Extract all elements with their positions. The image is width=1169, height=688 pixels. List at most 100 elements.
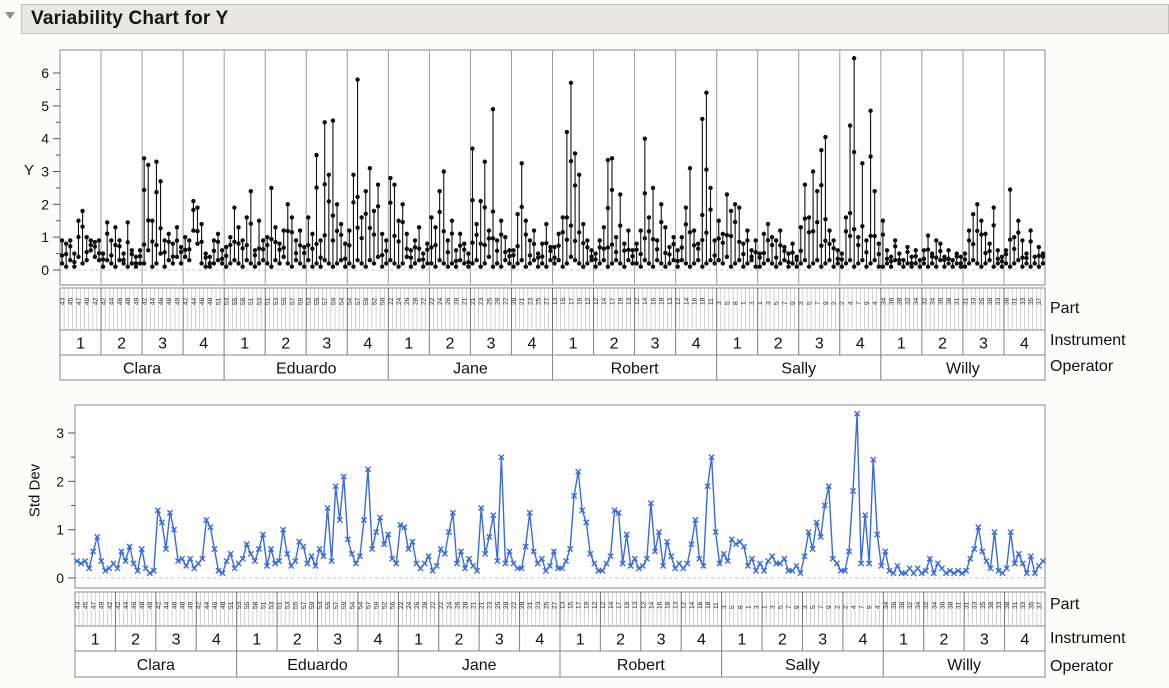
y-point[interactable] [314, 185, 319, 190]
y-point[interactable] [400, 202, 405, 207]
std-dev-point[interactable] [445, 528, 452, 536]
y-point[interactable] [782, 257, 787, 263]
y-point[interactable] [141, 156, 147, 161]
y-point[interactable] [671, 257, 676, 263]
std-dev-point[interactable] [457, 548, 465, 555]
y-point[interactable] [490, 264, 496, 269]
y-point[interactable] [351, 172, 356, 177]
y-point[interactable] [404, 246, 410, 252]
std-dev-point[interactable] [894, 562, 901, 570]
std-dev-point[interactable] [781, 555, 788, 562]
y-point[interactable] [999, 254, 1005, 260]
y-point[interactable] [675, 248, 680, 253]
y-point[interactable] [63, 251, 69, 257]
y-point[interactable] [269, 236, 274, 242]
operator-cell[interactable] [559, 650, 723, 678]
y-point[interactable] [133, 264, 139, 269]
y-point[interactable] [503, 234, 508, 240]
y-point[interactable] [790, 241, 795, 246]
std-dev-point[interactable] [522, 543, 529, 550]
y-point[interactable] [868, 108, 873, 113]
y-point[interactable] [700, 116, 705, 122]
y-point[interactable] [236, 261, 241, 266]
y-point[interactable] [897, 251, 902, 256]
y-point[interactable] [326, 261, 332, 266]
y-point[interactable] [609, 156, 615, 161]
y-point[interactable] [441, 169, 446, 174]
y-point[interactable] [544, 221, 549, 227]
y-point[interactable] [211, 248, 217, 253]
y-point[interactable] [182, 247, 188, 253]
std-dev-point[interactable] [288, 562, 295, 570]
y-point[interactable] [806, 230, 812, 235]
std-dev-point[interactable] [506, 548, 513, 555]
std-dev-point[interactable] [1031, 570, 1038, 577]
y-point[interactable] [593, 264, 598, 269]
std-dev-point[interactable] [364, 466, 372, 473]
std-dev-point[interactable] [381, 541, 388, 548]
y-point[interactable] [154, 261, 159, 266]
y-point[interactable] [864, 250, 869, 255]
std-dev-point[interactable] [134, 567, 141, 574]
y-point[interactable] [839, 264, 845, 269]
y-point[interactable] [622, 248, 627, 253]
y-point[interactable] [568, 158, 574, 164]
y-point[interactable] [125, 240, 130, 245]
y-point[interactable] [396, 264, 401, 269]
std-dev-point[interactable] [150, 567, 157, 574]
std-dev-point[interactable] [744, 562, 752, 570]
y-point[interactable] [519, 257, 524, 263]
y-point[interactable] [958, 261, 964, 266]
std-dev-point[interactable] [805, 528, 812, 536]
y-point[interactable] [396, 239, 401, 244]
std-dev-point[interactable] [914, 565, 921, 572]
std-dev-point[interactable] [187, 555, 194, 562]
y-point[interactable] [942, 264, 947, 269]
std-dev-point[interactable] [405, 545, 412, 553]
y-point[interactable] [228, 261, 233, 266]
y-point[interactable] [404, 254, 410, 260]
std-dev-point[interactable] [199, 555, 206, 562]
y-point[interactable] [979, 218, 984, 223]
y-point[interactable] [794, 257, 799, 263]
y-point[interactable] [531, 228, 537, 233]
y-point[interactable] [507, 248, 512, 253]
std-dev-point[interactable] [558, 565, 566, 572]
y-point[interactable] [445, 250, 451, 255]
y-point[interactable] [453, 258, 459, 264]
instrument-cell[interactable] [59, 329, 102, 356]
y-point[interactable] [293, 238, 299, 243]
y-point[interactable] [745, 238, 750, 243]
y-point[interactable] [753, 250, 758, 255]
y-point[interactable] [917, 264, 923, 269]
std-dev-point[interactable] [562, 557, 570, 565]
y-point[interactable] [318, 264, 323, 269]
std-dev-point[interactable] [401, 524, 408, 531]
y-point[interactable] [80, 261, 85, 266]
y-point[interactable] [416, 225, 422, 230]
y-point[interactable] [540, 254, 545, 259]
y-point[interactable] [355, 194, 360, 200]
y-point[interactable] [864, 238, 869, 243]
y-point[interactable] [667, 261, 672, 266]
y-point[interactable] [281, 254, 286, 260]
y-point[interactable] [519, 204, 524, 210]
std-dev-point[interactable] [530, 548, 537, 555]
y-point[interactable] [695, 257, 701, 263]
y-point[interactable] [338, 221, 344, 227]
y-point[interactable] [540, 261, 545, 266]
y-point[interactable] [572, 257, 578, 263]
std-dev-point[interactable] [599, 567, 606, 574]
y-point[interactable] [392, 233, 397, 239]
y-point[interactable] [737, 205, 742, 210]
y-point[interactable] [347, 243, 352, 248]
y-point[interactable] [568, 223, 574, 228]
y-point[interactable] [605, 157, 611, 163]
y-point[interactable] [700, 237, 705, 243]
y-point[interactable] [576, 230, 582, 235]
std-dev-point[interactable] [409, 538, 416, 545]
y-point[interactable] [790, 250, 795, 255]
y-point[interactable] [884, 256, 890, 262]
y-point[interactable] [314, 241, 319, 247]
y-point[interactable] [675, 258, 680, 264]
